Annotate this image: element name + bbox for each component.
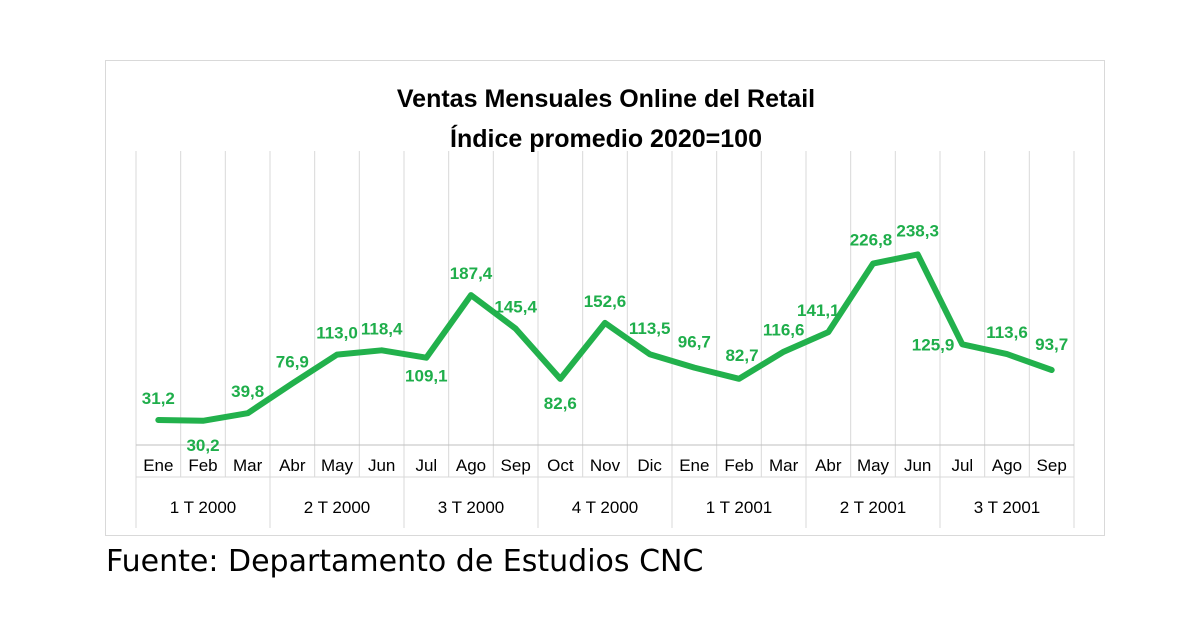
chart-container: Ventas Mensuales Online del Retail Índic… bbox=[105, 60, 1105, 536]
chart-title: Ventas Mensuales Online del Retail bbox=[397, 85, 815, 113]
data-label: 31,2 bbox=[142, 389, 175, 408]
tick-label: Mar bbox=[233, 456, 263, 475]
group-label: 4 T 2000 bbox=[572, 498, 639, 517]
data-label: 145,4 bbox=[494, 298, 537, 317]
tick-label: Dic bbox=[637, 456, 662, 475]
tick-label: Feb bbox=[188, 456, 217, 475]
data-label: 187,4 bbox=[450, 264, 493, 283]
data-label: 116,6 bbox=[763, 321, 805, 340]
data-label: 113,6 bbox=[986, 323, 1028, 342]
tick-label: Abr bbox=[815, 456, 842, 475]
group-label: 3 T 2000 bbox=[438, 498, 505, 517]
tick-label: May bbox=[321, 456, 354, 475]
tick-label: Mar bbox=[769, 456, 799, 475]
tick-label: Jul bbox=[951, 456, 973, 475]
group-label: 1 T 2001 bbox=[706, 498, 773, 517]
grid-lines bbox=[135, 151, 1075, 528]
data-labels: 31,2 30,2 39,8 76,9 113,0 118,4 109,1 187,4145,… bbox=[142, 221, 1068, 454]
tick-label: Jul bbox=[415, 456, 437, 475]
data-label: 39,8 bbox=[231, 382, 264, 401]
tick-label: Feb bbox=[724, 456, 753, 475]
data-label: 125,9 bbox=[912, 335, 955, 354]
data-label: 152,6 bbox=[584, 292, 627, 311]
group-label: 3 T 2001 bbox=[974, 498, 1041, 517]
tick-label: Jun bbox=[368, 456, 395, 475]
data-label: 141,1 bbox=[797, 301, 840, 320]
data-label: 113,5 bbox=[629, 319, 671, 338]
group-label: 2 T 2001 bbox=[840, 498, 907, 517]
tick-label: Sep bbox=[1037, 456, 1067, 475]
data-label: 109,1 bbox=[405, 367, 448, 386]
data-label: 93,7 bbox=[1035, 335, 1068, 354]
data-label: 82,7 bbox=[725, 346, 758, 365]
data-label: 226,8 bbox=[850, 231, 893, 250]
source-note: Fuente: Departamento de Estudios CNC bbox=[106, 544, 704, 579]
line-chart: Ventas Mensuales Online del Retail Índic… bbox=[135, 85, 1075, 528]
tick-label: Jun bbox=[904, 456, 931, 475]
tick-label: Ago bbox=[992, 456, 1022, 475]
tick-label: Sep bbox=[501, 456, 531, 475]
tick-label: Abr bbox=[279, 456, 306, 475]
tick-label: Ago bbox=[456, 456, 486, 475]
tick-label: May bbox=[857, 456, 890, 475]
group-label: 1 T 2000 bbox=[170, 498, 237, 517]
tick-label: Ene bbox=[679, 456, 709, 475]
data-label: 82,6 bbox=[544, 394, 577, 413]
data-label: 30,2 bbox=[186, 436, 219, 455]
data-label: 238,3 bbox=[896, 221, 939, 240]
series-layer bbox=[155, 251, 1055, 424]
data-label: 76,9 bbox=[276, 352, 309, 371]
chart-subtitle: Índice promedio 2020=100 bbox=[450, 124, 762, 153]
tick-label: Ene bbox=[143, 456, 173, 475]
data-label: 113,0 bbox=[316, 324, 358, 343]
data-label: 96,7 bbox=[678, 333, 711, 352]
tick-label: Oct bbox=[547, 456, 574, 475]
group-label: 2 T 2000 bbox=[304, 498, 371, 517]
tick-label: Nov bbox=[590, 456, 621, 475]
category-axis: Ene Feb Mar Abr May Jun Jul Ago Sep Oct Nov Dic Ene F… bbox=[136, 444, 1074, 517]
series-line bbox=[155, 251, 1055, 424]
data-label: 118,4 bbox=[361, 319, 403, 338]
